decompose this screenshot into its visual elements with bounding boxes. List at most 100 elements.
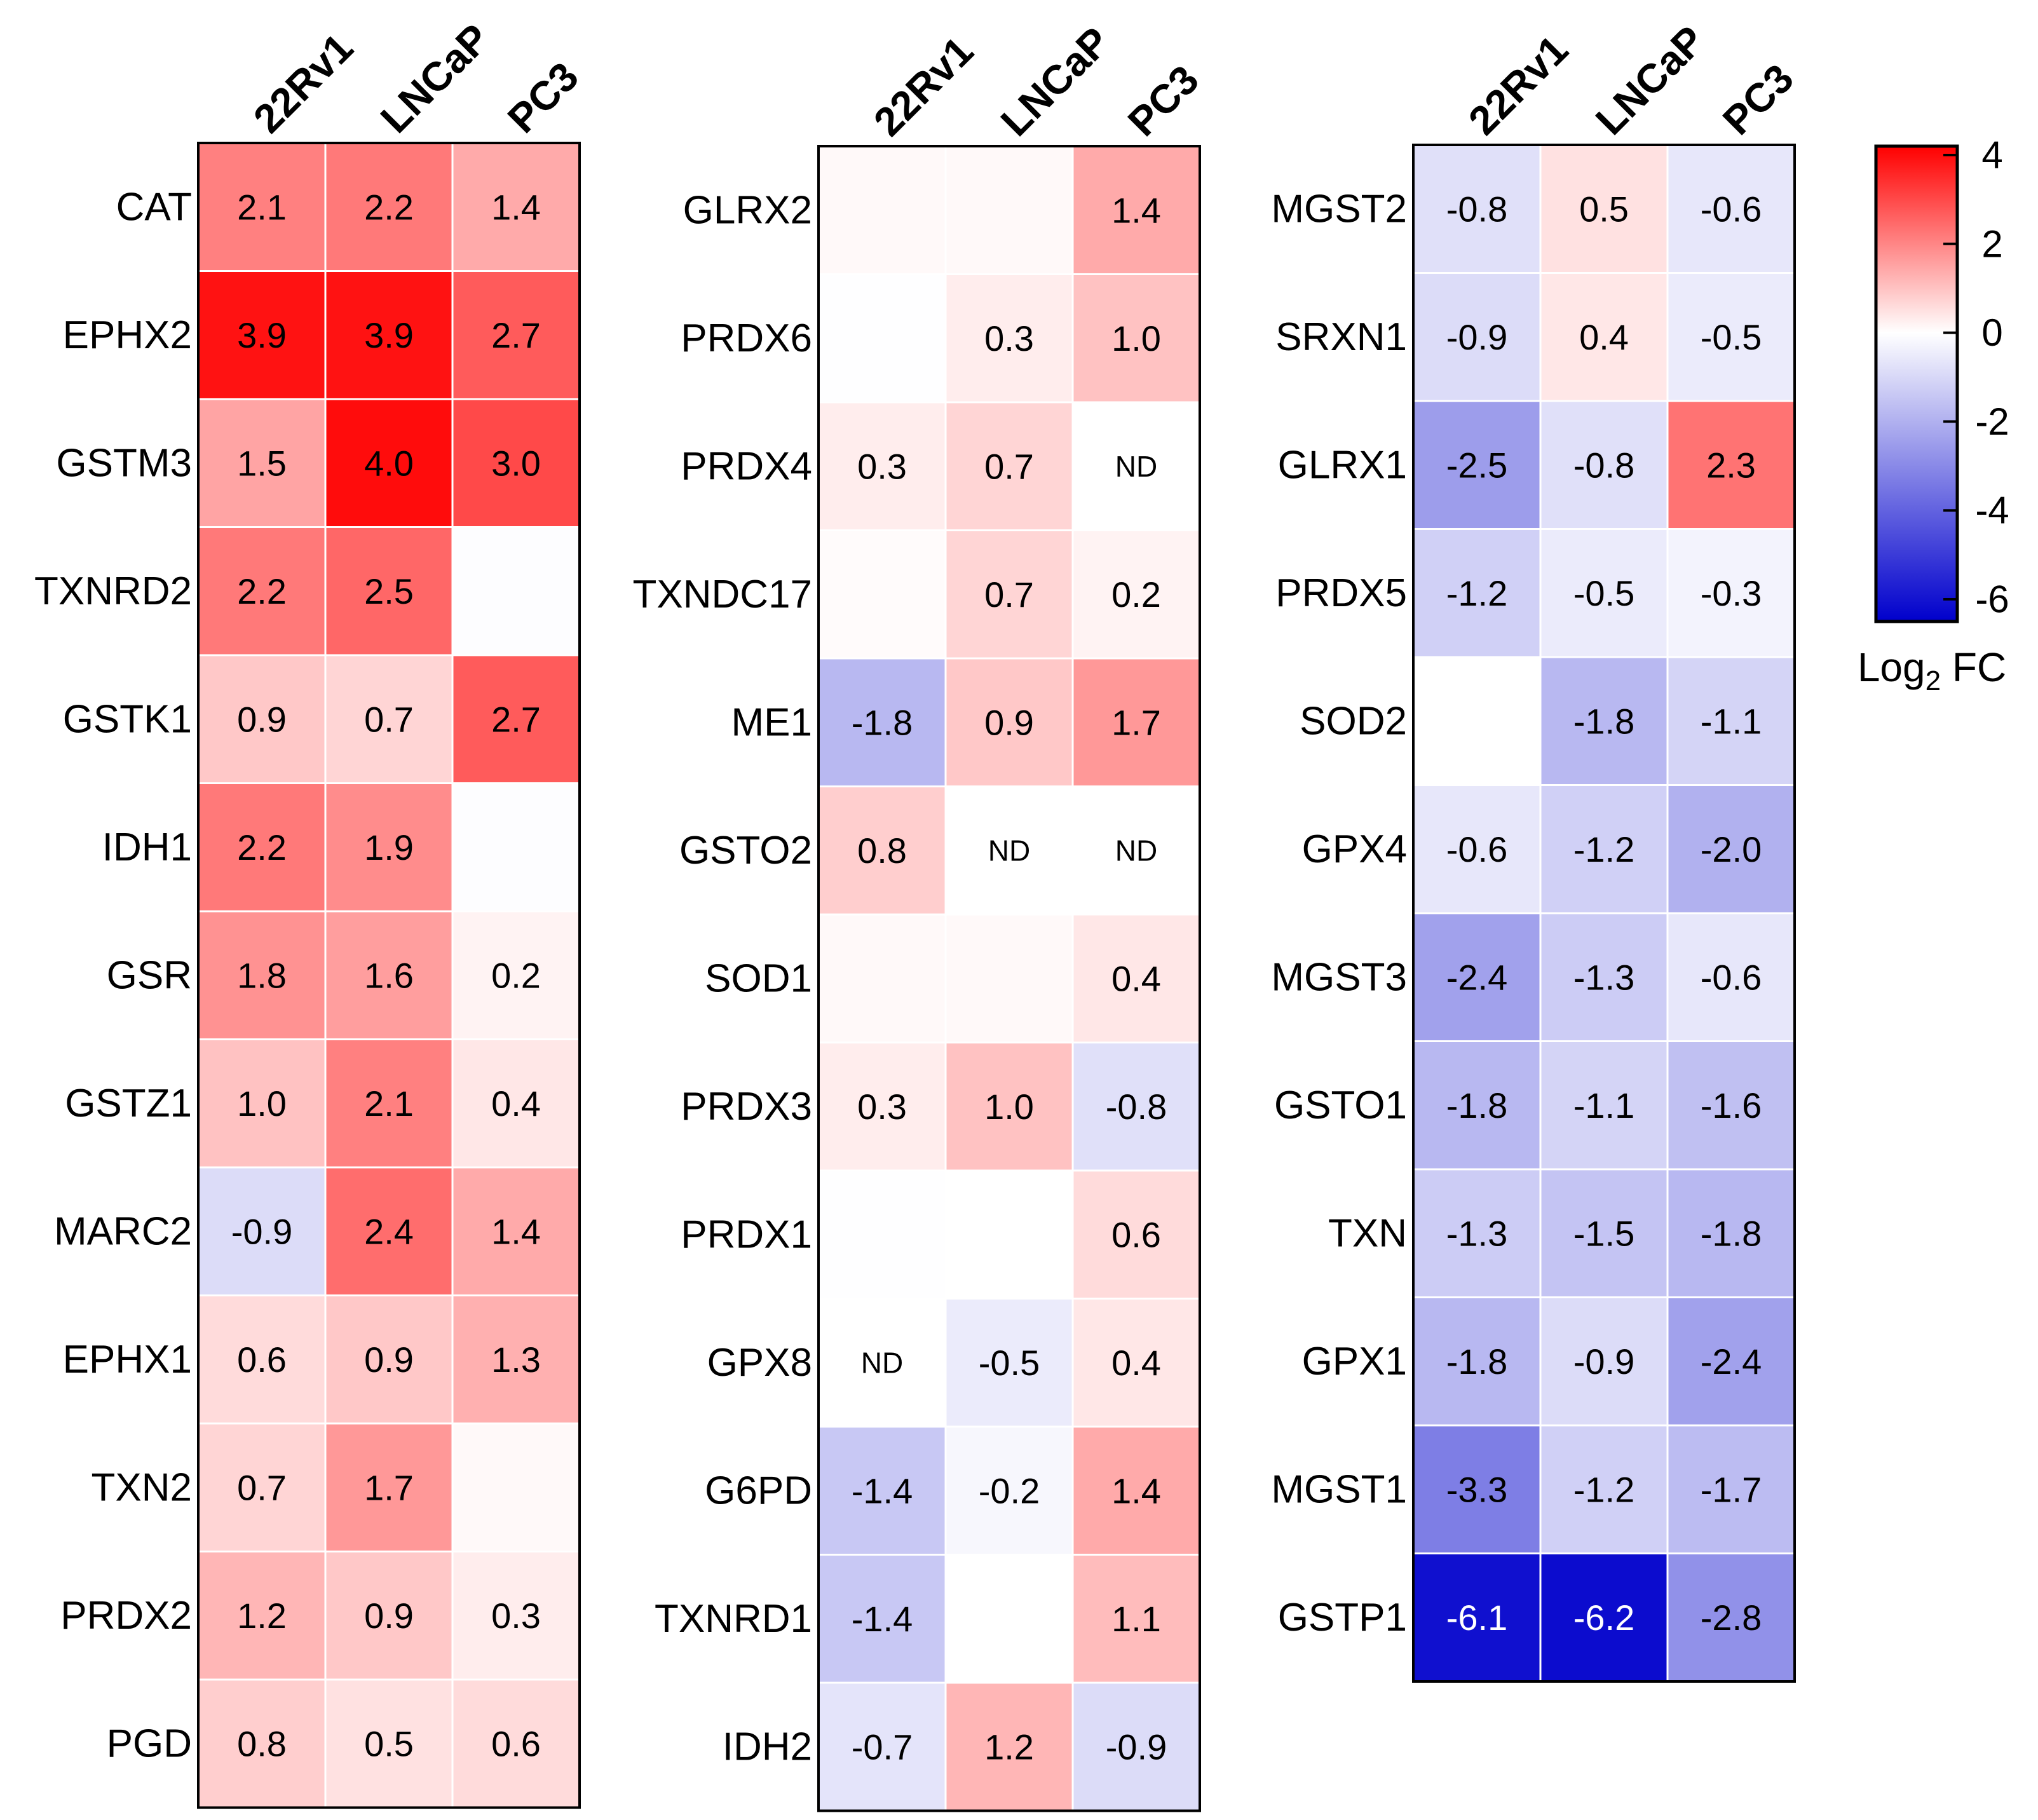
heatmap-cell [944, 145, 1074, 275]
cell-value-label: 1.7 [1111, 702, 1161, 742]
cell-value-label: 0.2 [491, 955, 541, 995]
heatmap-cell [1071, 1425, 1201, 1556]
heatmap-cell [197, 1422, 327, 1552]
cell-value-label: -6.2 [1573, 1598, 1635, 1638]
cell-value-label: 4.0 [364, 443, 414, 483]
heatmap-cell [1666, 784, 1796, 914]
row-label-idh1: IDH1 [102, 825, 192, 869]
cell-value-label: 3.0 [491, 443, 541, 483]
cell-value-label: -1.8 [1701, 1213, 1762, 1253]
heatmap-cell [197, 654, 327, 784]
cell-value-label: -1.7 [1701, 1469, 1762, 1509]
cell-value-label: 1.4 [491, 187, 541, 227]
cell-value-label: 1.0 [237, 1083, 287, 1124]
heatmap-cell [1071, 1681, 1201, 1812]
cell-value-label: 0.3 [984, 318, 1034, 358]
cell-value-label: 0.5 [1579, 189, 1629, 229]
colorbar-tick-label: -6 [1975, 578, 2009, 621]
cell-value-label: 1.4 [1111, 1470, 1161, 1511]
cell-value-label: -1.2 [1573, 1469, 1635, 1509]
heatmap-cell [1666, 1040, 1796, 1171]
row-label-pgd: PGD [107, 1722, 192, 1765]
row-label-srxn1: SRXN1 [1275, 315, 1407, 359]
heatmap-cell [1666, 528, 1796, 658]
colorbar-tick-label: 0 [1981, 311, 2002, 354]
heatmap-cell [324, 1294, 454, 1425]
cell-value-label: -0.3 [1701, 573, 1762, 613]
cell-value-label: -1.3 [1573, 957, 1635, 997]
column-header-pc3: PC3 [499, 53, 587, 142]
column-header-lncap: LNCaP [372, 15, 498, 142]
heatmap-frame [817, 145, 1201, 1812]
heatmap-cell [1666, 1424, 1796, 1554]
cell-value-label: 2.2 [237, 571, 287, 611]
row-label-mgst2: MGST2 [1271, 187, 1407, 231]
cell-value-label: -1.8 [1446, 1341, 1508, 1382]
row-label-gpx8: GPX8 [707, 1341, 812, 1385]
colorbar-title: Log2 FC [1858, 644, 2006, 696]
cell-value-label: 0.3 [857, 446, 907, 486]
heatmap-cell [817, 1298, 947, 1428]
heatmap-cell [817, 145, 947, 275]
colorbar-tick-label: -2 [1975, 400, 2009, 443]
heatmap-cell [944, 1169, 1074, 1300]
heatmap-cell [324, 142, 454, 272]
row-label-gsto2: GSTO2 [679, 829, 812, 873]
row-label-txnrd2: TXNRD2 [34, 569, 192, 613]
colorbar: 420-2-4-6 Log2 FC [1858, 133, 2009, 696]
heatmap-cell [1539, 1168, 1669, 1298]
heatmap-cell [1539, 1552, 1669, 1683]
cell-value-label: -0.6 [1701, 189, 1762, 229]
row-label-txndc17: TXNDC17 [632, 573, 812, 616]
cell-value-label: -0.9 [1106, 1727, 1167, 1767]
heatmap-cell [1412, 656, 1542, 786]
cell-value-label: 2.7 [491, 699, 541, 739]
colorbar-title-log: Log [1858, 644, 1926, 690]
cell-value-label: -1.6 [1701, 1085, 1762, 1125]
heatmap-cell [1666, 1552, 1796, 1683]
heatmap-cell [944, 1042, 1074, 1172]
cell-value-label: -1.3 [1446, 1213, 1508, 1253]
cell-value-label: -0.5 [1701, 317, 1762, 357]
heatmap-cell [1071, 529, 1201, 660]
column-header-lncap: LNCaP [1587, 17, 1713, 144]
cell-value-label: -2.4 [1446, 957, 1508, 997]
heatmap-cell [324, 910, 454, 1040]
row-label-mgst3: MGST3 [1271, 955, 1407, 999]
heatmap-cell [197, 1166, 327, 1296]
heatmap-cell [1539, 144, 1669, 274]
row-label-txn: TXN [1328, 1211, 1407, 1255]
colorbar-tick-label: -4 [1975, 489, 2009, 532]
cell-value-label: 1.8 [237, 955, 287, 995]
cell-value-label: -0.7 [852, 1727, 913, 1767]
cell-value-label: -1.8 [1573, 701, 1635, 741]
row-label-prdx4: PRDX4 [681, 444, 812, 488]
cell-value-label: 0.6 [491, 1723, 541, 1763]
heatmap-cell [1539, 1424, 1669, 1554]
heatmap-cell [451, 782, 581, 913]
column-header-pc3: PC3 [1119, 57, 1207, 145]
heatmap-cell [1071, 1169, 1201, 1300]
heatmap-panel-middle: 1.4 0.3 1.0 0.3 0.7 ND 0.7 0.2 -1.8 0.9 1.7 0.8 ND ND… [632, 18, 1207, 1812]
row-label-gstm3: GSTM3 [56, 441, 192, 485]
heatmap-cell [944, 1298, 1074, 1428]
cell-value-label: 2.7 [491, 315, 541, 355]
heatmap-cell [451, 654, 581, 784]
cell-value-label: -0.8 [1106, 1087, 1167, 1127]
heatmap-cell [1539, 784, 1669, 914]
heatmap-panel-right: -0.8 0.5 -0.6 -0.9 0.4 -0.5 -2.5 -0.8 2.3 -1.2 -0.… [1271, 17, 1802, 1683]
row-label-ephx1: EPHX1 [63, 1338, 192, 1382]
cell-value-label: -3.3 [1446, 1469, 1508, 1509]
heatmap-cell [451, 526, 581, 656]
cell-value-label: 1.4 [1111, 190, 1161, 230]
cell-value-label: 0.3 [857, 1087, 907, 1127]
heatmap-cell [197, 1551, 327, 1681]
cell-value-label: -1.2 [1446, 573, 1508, 613]
cell-value-label: -2.5 [1446, 445, 1508, 485]
row-label-sod2: SOD2 [1300, 699, 1407, 743]
heatmap-cell [451, 910, 581, 1040]
cell-value-label: 2.3 [1706, 445, 1756, 485]
heatmap-cell [817, 529, 947, 660]
column-header-22rv1: 22Rv1 [1460, 27, 1577, 144]
cell-value-label: 0.9 [364, 1340, 414, 1380]
